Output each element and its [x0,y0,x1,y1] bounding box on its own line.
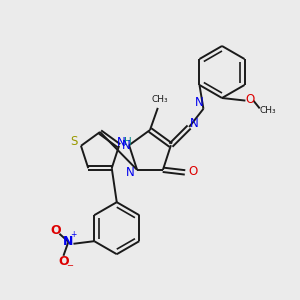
Text: N: N [122,139,130,152]
Text: O: O [50,224,61,237]
Text: +: + [70,230,76,239]
Text: S: S [70,135,78,148]
Text: N: N [195,96,204,109]
Text: O: O [246,93,255,106]
Text: CH₃: CH₃ [260,106,276,115]
Text: O: O [188,165,198,178]
Text: CH₃: CH₃ [152,95,168,104]
Text: O: O [58,255,69,268]
Text: N: N [126,166,134,179]
Text: −: − [66,261,73,270]
Text: N: N [117,136,125,149]
Text: N: N [63,235,74,248]
Text: H: H [124,137,132,147]
Text: N: N [190,116,199,130]
